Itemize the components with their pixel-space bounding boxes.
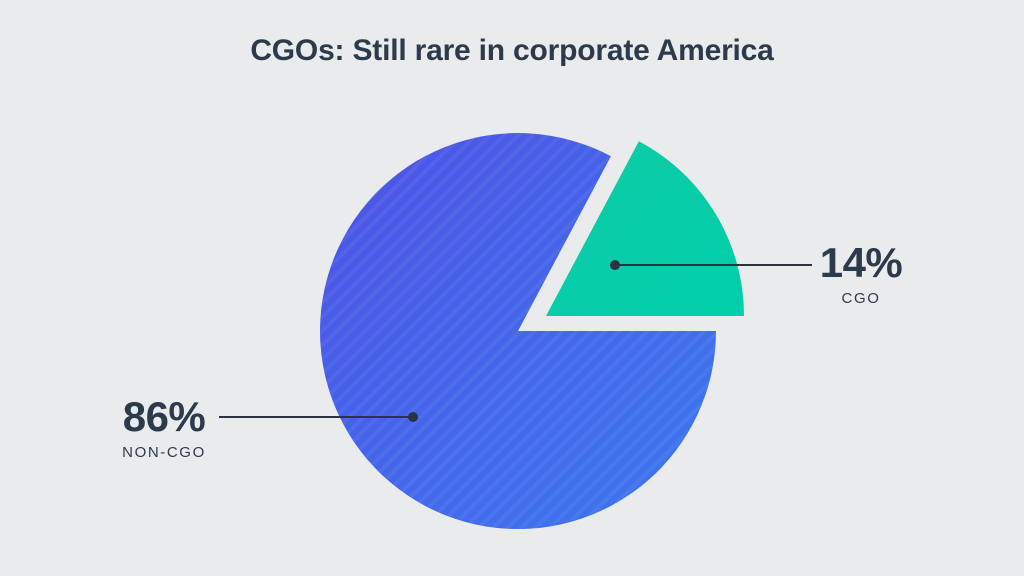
non-cgo-label: NON-CGO [122, 444, 206, 461]
chart-title: CGOs: Still rare in corporate America [250, 34, 774, 67]
pie-slice-non-cgo-stripe-overlay [320, 133, 716, 530]
pie-slice-cgo [546, 141, 744, 316]
non-cgo-percent-value: 86% [122, 393, 206, 440]
callout-label-cgo: 14% CGO [802, 239, 920, 308]
cgo-label: CGO [841, 290, 881, 307]
callout-dot-cgo [610, 260, 620, 270]
callout-dot-non-cgo [408, 412, 418, 422]
cgo-percent-value: 14% [819, 239, 903, 286]
callout-label-non-cgo: 86% NON-CGO [104, 393, 224, 462]
